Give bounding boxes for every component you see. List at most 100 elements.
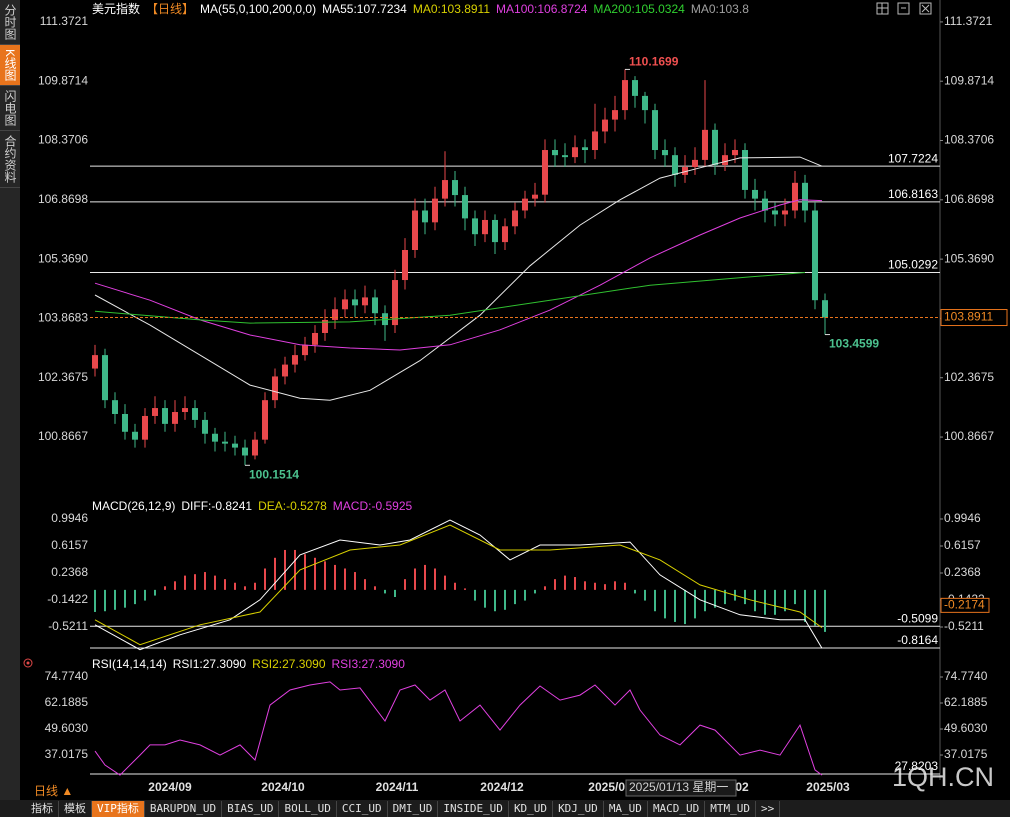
macd-marker-box bbox=[940, 597, 990, 613]
y-tick-label: 100.8667 bbox=[38, 429, 88, 443]
candle-body bbox=[292, 355, 298, 365]
candle-body bbox=[162, 408, 168, 424]
x-tick-label: 2024/11 bbox=[376, 780, 419, 794]
y-tick-label: 111.3721 bbox=[40, 14, 89, 28]
candle-body bbox=[622, 80, 628, 111]
candle-body bbox=[772, 210, 778, 215]
y-tick-label: 103.8683 bbox=[38, 311, 88, 325]
indicator-tab[interactable]: MACD_UD bbox=[648, 800, 706, 817]
candle-body bbox=[632, 80, 638, 96]
indicator-tab[interactable]: KDJ_UD bbox=[553, 800, 604, 817]
sidebar-item[interactable]: K线图 bbox=[0, 45, 20, 87]
period-switch[interactable]: 日线 ▲ bbox=[34, 784, 74, 798]
legend-entry: MA100:106.8724 bbox=[496, 2, 588, 16]
annotation-label: 100.1514 bbox=[249, 467, 299, 481]
level-label: -0.8164 bbox=[897, 633, 938, 647]
candle-body bbox=[662, 150, 668, 156]
candle-body bbox=[262, 400, 268, 440]
candle-body bbox=[642, 95, 648, 111]
y-tick-label-right: 0.2368 bbox=[944, 565, 981, 579]
y-tick-label-right: 62.1885 bbox=[944, 695, 988, 709]
y-tick-label-right: 49.6030 bbox=[944, 721, 988, 735]
candle-body bbox=[482, 219, 488, 235]
candle-body bbox=[712, 129, 718, 166]
candle-body bbox=[802, 182, 808, 211]
candle-body bbox=[462, 195, 468, 219]
level-label: -0.5099 bbox=[897, 611, 938, 625]
candle-body bbox=[312, 332, 318, 345]
y-tick-label-right: 111.3721 bbox=[944, 14, 993, 28]
y-tick-label-right: 102.3675 bbox=[944, 370, 994, 384]
y-tick-label-right: 37.0175 bbox=[944, 747, 988, 761]
y-tick-label-right: 100.8667 bbox=[944, 429, 994, 443]
candle-body bbox=[582, 147, 588, 151]
sidebar-item[interactable]: 分时图 bbox=[0, 0, 20, 45]
legend-entry: MA(55,0,100,200,0,0) bbox=[200, 2, 316, 16]
indicator-tab[interactable]: >> bbox=[756, 800, 781, 817]
indicator-tab[interactable]: KD_UD bbox=[509, 800, 554, 817]
indicator-tab[interactable]: BIAS_UD bbox=[222, 800, 280, 817]
candle-body bbox=[782, 210, 788, 215]
legend-entry: 美元指数 bbox=[92, 1, 140, 16]
candle-body bbox=[362, 297, 368, 306]
x-tick-label: 2024/09 bbox=[148, 780, 192, 794]
indicator-tabs: 指标 模板 VIP指标 BARUPDN_UD BIAS_UD BOLL_UD CCI_UD D… bbox=[0, 800, 1010, 817]
last-price-label: 103.8911 bbox=[944, 310, 993, 324]
legend-entry: DEA:-0.5278 bbox=[258, 499, 327, 513]
sidebar-item[interactable]: 合约资料 bbox=[0, 131, 20, 189]
indicator-tab[interactable]: 模板 bbox=[59, 800, 92, 817]
legend-entry: RSI(14,14,14) bbox=[92, 657, 167, 671]
legend-entry: MA0:103.8911 bbox=[413, 2, 490, 16]
crosshair-date-box bbox=[625, 779, 737, 797]
indicator-tab[interactable]: DMI_UD bbox=[388, 800, 439, 817]
candle-body bbox=[542, 150, 548, 195]
y-tick-label: 0.9946 bbox=[51, 511, 88, 525]
candle-body bbox=[602, 119, 608, 132]
y-tick-label: 109.8714 bbox=[38, 73, 88, 87]
y-tick-label: 105.3690 bbox=[38, 251, 88, 265]
legend-entry: RSI2:27.3090 bbox=[252, 657, 326, 671]
indicator-tab[interactable]: CCI_UD bbox=[337, 800, 388, 817]
candle-body bbox=[102, 355, 108, 401]
indicator-tab[interactable]: 指标 bbox=[26, 800, 59, 817]
sidebar-item[interactable]: 闪电图 bbox=[0, 86, 20, 132]
candle-body bbox=[202, 419, 208, 434]
chart: 美元指数 【日线】 MA(55,0,100,200,0,0) MA55:107.723… bbox=[23, 0, 1008, 797]
y-tick-label-right: 106.8698 bbox=[944, 192, 994, 206]
indicator-tab[interactable]: MTM_UD bbox=[705, 800, 757, 817]
indicator-icon-dot bbox=[26, 661, 30, 665]
indicator-line bbox=[94, 681, 823, 776]
candle-body bbox=[212, 433, 218, 442]
candle-body bbox=[392, 280, 398, 326]
indicator-tab[interactable]: INSIDE_UD bbox=[438, 800, 509, 817]
y-tick-label: 0.6157 bbox=[51, 538, 88, 552]
candle-body bbox=[322, 319, 328, 333]
candle-body bbox=[342, 299, 348, 310]
candle-body bbox=[792, 182, 798, 211]
legend-entry: MACD(26,12,9) bbox=[92, 499, 175, 513]
candle-body bbox=[302, 344, 308, 356]
candle-body bbox=[502, 226, 508, 243]
candle-body bbox=[722, 155, 728, 166]
x-tick-label: 2024/12 bbox=[480, 780, 524, 794]
indicator-tab[interactable]: BARUPDN_UD bbox=[145, 800, 223, 817]
indicator-tab[interactable]: VIP指标 bbox=[92, 800, 145, 817]
candle-body bbox=[432, 198, 438, 223]
candle-body bbox=[112, 400, 118, 414]
indicator-tab[interactable]: BOLL_UD bbox=[279, 800, 337, 817]
indicator-tab[interactable]: MA_UD bbox=[604, 800, 648, 817]
legend-entry: MA200:105.0324 bbox=[593, 2, 685, 16]
indicator-line bbox=[94, 524, 823, 646]
last-price-box bbox=[940, 309, 1008, 327]
y-tick-label-right: 0.6157 bbox=[944, 538, 981, 552]
y-tick-label: 37.0175 bbox=[45, 747, 89, 761]
candle-body bbox=[222, 441, 228, 444]
indicator-line bbox=[94, 272, 806, 324]
candle-body bbox=[812, 210, 818, 301]
y-tick-label: 62.1885 bbox=[45, 695, 89, 709]
legend-entry: RSI3:27.3090 bbox=[332, 657, 406, 671]
x-tick-label: 2025/03 bbox=[806, 780, 850, 794]
candle-body bbox=[132, 431, 138, 440]
candle-body bbox=[742, 150, 748, 190]
legend-entry: MA55:107.7234 bbox=[322, 2, 407, 16]
